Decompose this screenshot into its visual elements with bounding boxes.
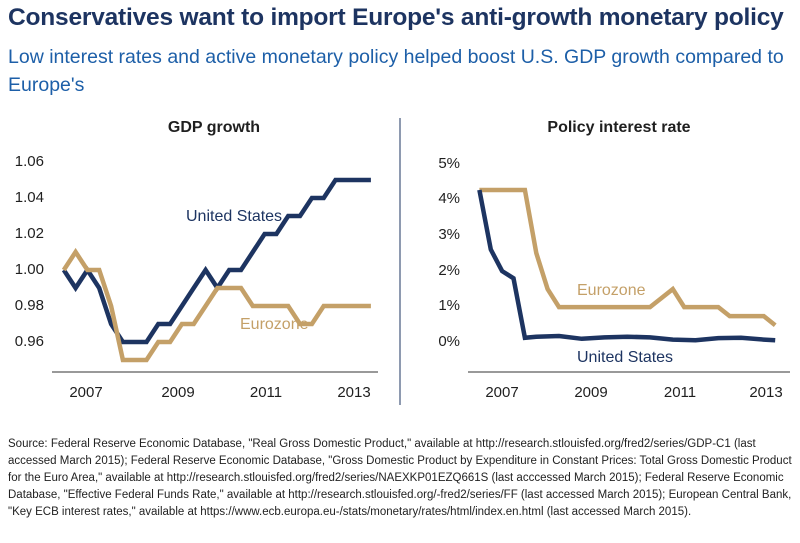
rate-eurozone-label: Eurozone — [577, 282, 646, 299]
rate-y-tick-label: 5% — [438, 155, 460, 172]
rate-x-tick-label: 2009 — [574, 384, 607, 401]
rate-us-series-line — [477, 189, 776, 343]
rate-y-tick-label: 2% — [438, 262, 460, 279]
gdp-chart: GDP growth 0.96 0.98 1.00 1.02 1.04 1.06… — [15, 119, 378, 401]
gdp-x-tick-label: 2009 — [161, 384, 194, 401]
rate-eurozone-series-line — [479, 187, 777, 327]
gdp-y-tick-label: 1.06 — [15, 153, 44, 170]
rate-chart-title: Policy interest rate — [547, 119, 690, 136]
rate-x-tick-label: 2007 — [485, 384, 518, 401]
page-subtitle: Low interest rates and active monetary p… — [8, 46, 784, 96]
gdp-y-tick-label: 0.96 — [15, 333, 44, 350]
page-title: Conservatives want to import Europe's an… — [8, 4, 784, 31]
rate-us-label: United States — [577, 349, 673, 366]
gdp-us-label: United States — [186, 208, 282, 225]
gdp-y-tick-label: 1.02 — [15, 225, 44, 242]
gdp-x-tick-label: 2011 — [250, 384, 282, 401]
gdp-y-tick-label: 1.04 — [15, 189, 44, 206]
gdp-us-series-line — [61, 177, 371, 345]
charts-canvas: GDP growth 0.96 0.98 1.00 1.02 1.04 1.06… — [15, 118, 790, 405]
rate-y-tick-label: 4% — [438, 190, 460, 207]
rate-y-tick-label: 1% — [438, 297, 460, 314]
rate-chart: Policy interest rate 0% 1% 2% 3% 4% 5% 2… — [438, 119, 790, 401]
gdp-x-tick-label: 2013 — [337, 384, 370, 401]
source-note: Source: Federal Reserve Economic Databas… — [8, 438, 792, 518]
rate-x-tick-label: 2013 — [749, 384, 782, 401]
gdp-eurozone-label: Eurozone — [240, 316, 309, 333]
gdp-x-tick-label: 2007 — [69, 384, 102, 401]
rate-y-tick-label: 0% — [438, 333, 460, 350]
rate-x-tick-label: 2011 — [664, 384, 696, 401]
gdp-eurozone-series-line — [61, 247, 371, 363]
rate-y-tick-label: 3% — [438, 226, 460, 243]
gdp-y-tick-label: 0.98 — [15, 297, 44, 314]
gdp-chart-title: GDP growth — [168, 119, 260, 136]
gdp-y-tick-label: 1.00 — [15, 261, 44, 278]
